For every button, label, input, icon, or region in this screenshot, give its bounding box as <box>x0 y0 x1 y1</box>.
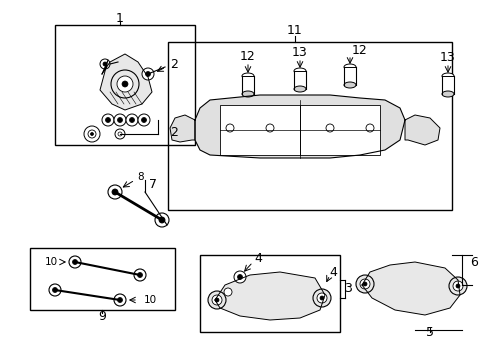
Text: 4: 4 <box>254 252 262 265</box>
Text: 2: 2 <box>170 126 178 139</box>
Circle shape <box>117 76 133 92</box>
Text: 10: 10 <box>143 295 156 305</box>
Text: 5: 5 <box>425 325 433 338</box>
Circle shape <box>117 297 122 302</box>
Circle shape <box>316 293 326 303</box>
Circle shape <box>155 213 169 227</box>
Circle shape <box>122 81 128 87</box>
Circle shape <box>448 277 466 295</box>
Circle shape <box>114 114 126 126</box>
Circle shape <box>265 124 273 132</box>
Circle shape <box>362 282 366 286</box>
Text: 3: 3 <box>344 282 351 294</box>
Text: 8: 8 <box>138 172 144 182</box>
Ellipse shape <box>343 64 355 70</box>
Circle shape <box>234 271 245 283</box>
Circle shape <box>49 284 61 296</box>
Circle shape <box>312 289 330 307</box>
Bar <box>441 76 453 94</box>
Circle shape <box>212 295 222 305</box>
Bar <box>168 42 451 210</box>
Circle shape <box>237 275 242 279</box>
Ellipse shape <box>242 91 253 97</box>
Text: 13: 13 <box>291 45 307 59</box>
Circle shape <box>159 217 164 223</box>
Circle shape <box>103 62 107 66</box>
Circle shape <box>90 132 93 135</box>
Polygon shape <box>100 54 152 110</box>
Text: 7: 7 <box>149 177 157 190</box>
Ellipse shape <box>441 73 453 79</box>
Circle shape <box>126 114 138 126</box>
Circle shape <box>100 59 110 69</box>
Circle shape <box>52 288 58 292</box>
Circle shape <box>112 189 118 195</box>
Circle shape <box>88 130 96 138</box>
Circle shape <box>102 114 114 126</box>
Polygon shape <box>361 262 459 315</box>
Bar <box>30 248 175 310</box>
Circle shape <box>359 279 369 289</box>
Text: 11: 11 <box>286 23 302 36</box>
Ellipse shape <box>242 73 253 79</box>
Polygon shape <box>195 95 404 158</box>
Text: 6: 6 <box>469 256 477 269</box>
Circle shape <box>215 298 219 302</box>
Circle shape <box>325 124 333 132</box>
Ellipse shape <box>343 82 355 88</box>
Text: 9: 9 <box>98 310 106 323</box>
Circle shape <box>115 129 125 139</box>
Circle shape <box>142 68 154 80</box>
Circle shape <box>452 281 462 291</box>
Ellipse shape <box>293 68 305 74</box>
Bar <box>293 71 305 89</box>
Bar <box>242 76 253 94</box>
Circle shape <box>114 294 126 306</box>
Bar <box>220 105 299 155</box>
Circle shape <box>319 296 324 300</box>
Polygon shape <box>170 115 195 142</box>
Circle shape <box>137 273 142 278</box>
Text: 4: 4 <box>328 266 336 279</box>
Circle shape <box>225 124 234 132</box>
Circle shape <box>108 185 122 199</box>
Circle shape <box>105 117 110 122</box>
Bar <box>343 67 355 85</box>
Circle shape <box>117 117 122 122</box>
Text: 13: 13 <box>439 50 455 63</box>
Circle shape <box>129 117 134 122</box>
Bar <box>55 25 195 145</box>
Circle shape <box>207 291 225 309</box>
Circle shape <box>134 269 146 281</box>
Text: 10: 10 <box>44 257 58 267</box>
Circle shape <box>138 114 150 126</box>
Circle shape <box>118 132 122 136</box>
Circle shape <box>69 256 81 268</box>
Circle shape <box>145 72 150 77</box>
Circle shape <box>224 288 231 296</box>
Circle shape <box>111 70 139 98</box>
Circle shape <box>355 275 373 293</box>
Text: 12: 12 <box>351 44 367 57</box>
Text: 1: 1 <box>116 12 123 24</box>
Circle shape <box>72 260 77 265</box>
Text: 2: 2 <box>170 58 178 71</box>
Circle shape <box>141 117 146 122</box>
Ellipse shape <box>293 86 305 92</box>
Bar <box>299 105 379 155</box>
Circle shape <box>84 126 100 142</box>
Bar <box>200 255 339 332</box>
Text: 12: 12 <box>240 50 255 63</box>
Circle shape <box>455 284 459 288</box>
Ellipse shape <box>441 91 453 97</box>
Circle shape <box>365 124 373 132</box>
Polygon shape <box>404 115 439 145</box>
Polygon shape <box>215 272 325 320</box>
